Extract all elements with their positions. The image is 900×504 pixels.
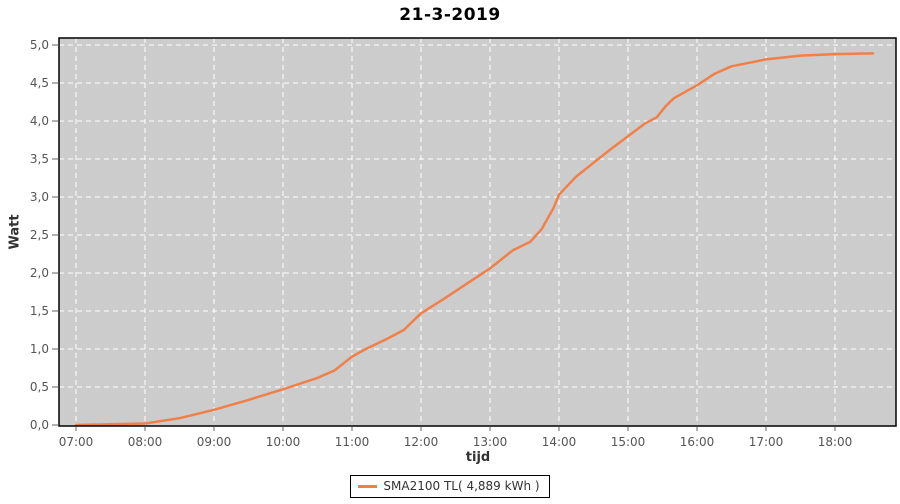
legend-box: SMA2100 TL( 4,889 kWh ) xyxy=(350,475,550,498)
x-tick-label: 08:00 xyxy=(128,435,163,449)
x-tick-label: 07:00 xyxy=(59,435,94,449)
y-axis-tick-labels: 0,0 0,5 1,0 1,5 2,0 2,5 3,0 3,5 4,0 4,5 5,0 xyxy=(30,38,49,432)
legend: SMA2100 TL( 4,889 kWh ) xyxy=(0,475,900,498)
x-tick-label: 11:00 xyxy=(335,435,370,449)
y-tick-label: 3,0 xyxy=(30,190,49,204)
x-tick-label: 13:00 xyxy=(473,435,508,449)
y-tick-label: 2,5 xyxy=(30,228,49,242)
y-tick-label: 1,0 xyxy=(30,342,49,356)
axis-ticks xyxy=(52,44,836,431)
x-tick-label: 16:00 xyxy=(680,435,715,449)
plot-border xyxy=(58,37,897,427)
x-tick-label: 15:00 xyxy=(611,435,646,449)
gridlines xyxy=(59,38,896,426)
y-tick-label: 0,0 xyxy=(30,418,49,432)
x-tick-label: 10:00 xyxy=(266,435,301,449)
legend-line-swatch xyxy=(358,484,378,488)
series-line-sma2100 xyxy=(74,52,875,427)
y-tick-label: 4,5 xyxy=(30,76,49,90)
y-tick-label: 4,0 xyxy=(30,114,49,128)
x-tick-label: 18:00 xyxy=(818,435,853,449)
x-tick-label: 17:00 xyxy=(749,435,784,449)
y-axis-label: Watt xyxy=(7,214,23,250)
chart-title: 21-3-2019 xyxy=(399,5,501,25)
y-tick-label: 1,5 xyxy=(30,304,49,318)
legend-label: SMA2100 TL( 4,889 kWh ) xyxy=(383,479,540,493)
x-axis-label: tijd xyxy=(465,450,491,465)
y-tick-label: 5,0 xyxy=(30,38,49,52)
x-axis-tick-labels: 07:00 08:00 09:00 10:00 11:00 12:00 13:00 14:00… xyxy=(59,435,853,449)
y-tick-label: 2,0 xyxy=(30,266,49,280)
y-tick-label: 3,5 xyxy=(30,152,49,166)
x-tick-label: 14:00 xyxy=(542,435,577,449)
x-tick-label: 09:00 xyxy=(197,435,232,449)
x-tick-label: 12:00 xyxy=(404,435,439,449)
y-tick-label: 0,5 xyxy=(30,380,49,394)
plot-background xyxy=(59,38,896,426)
